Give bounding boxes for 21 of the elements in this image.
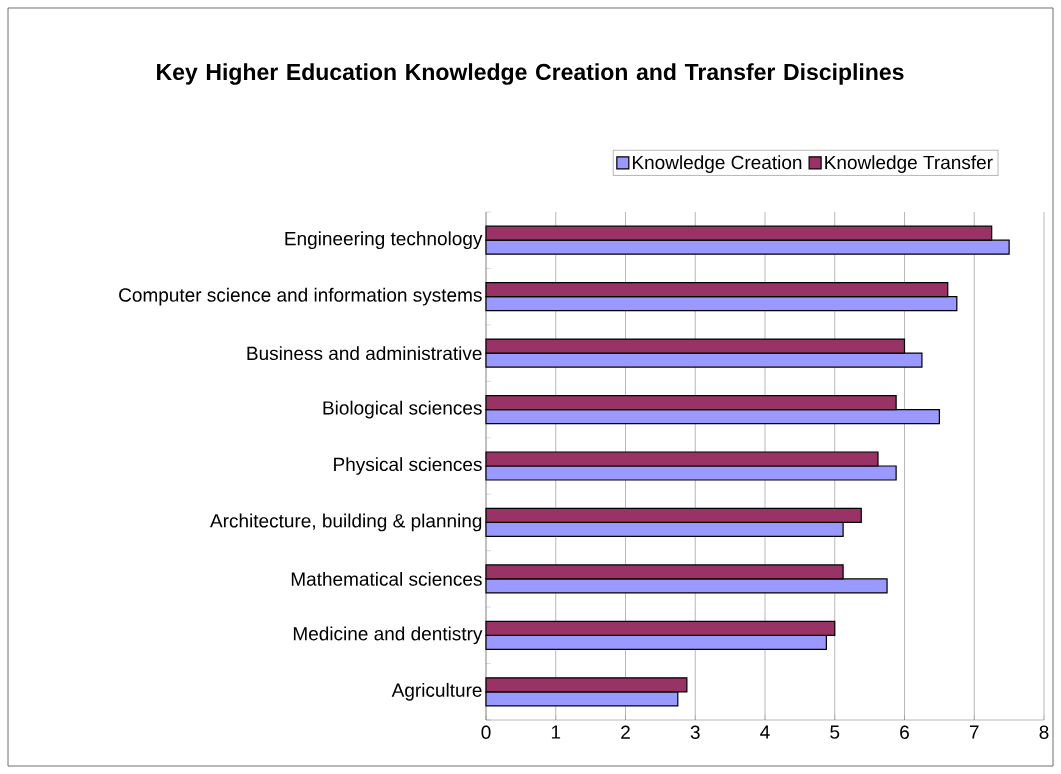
- y-tick-label: Mathematical sciences: [291, 571, 482, 586]
- x-tick-label: 0: [481, 725, 491, 739]
- x-tick-label: 3: [690, 725, 700, 739]
- chart-title: Key Higher Education Knowledge Creation and Transfer Disciplines: [157, 63, 904, 85]
- legend-label: Knowledge Creation: [632, 155, 802, 173]
- x-tick-label: 1: [551, 725, 561, 739]
- y-tick-label: Business and administrative: [247, 346, 482, 361]
- x-tick-label: 7: [969, 725, 979, 739]
- x-tick-label: 6: [900, 725, 909, 739]
- x-tick-label: 4: [760, 725, 770, 739]
- x-tick-label: 2: [621, 725, 630, 739]
- legend-label: Knowledge Transfer: [825, 155, 993, 173]
- y-tick-label: Biological sciences: [323, 400, 482, 419]
- x-tick-label: 5: [830, 725, 840, 739]
- y-tick-label: Architecture, building & planning: [210, 513, 482, 532]
- x-tick-label: 8: [1039, 725, 1049, 739]
- y-tick-label: Agriculture: [391, 682, 482, 701]
- y-tick-label: Medicine and dentistry: [293, 626, 483, 645]
- y-tick-label: Engineering technology: [285, 231, 483, 250]
- y-tick-label: Physical sciences: [334, 457, 482, 475]
- y-tick-label: Computer science and information systems: [119, 287, 482, 306]
